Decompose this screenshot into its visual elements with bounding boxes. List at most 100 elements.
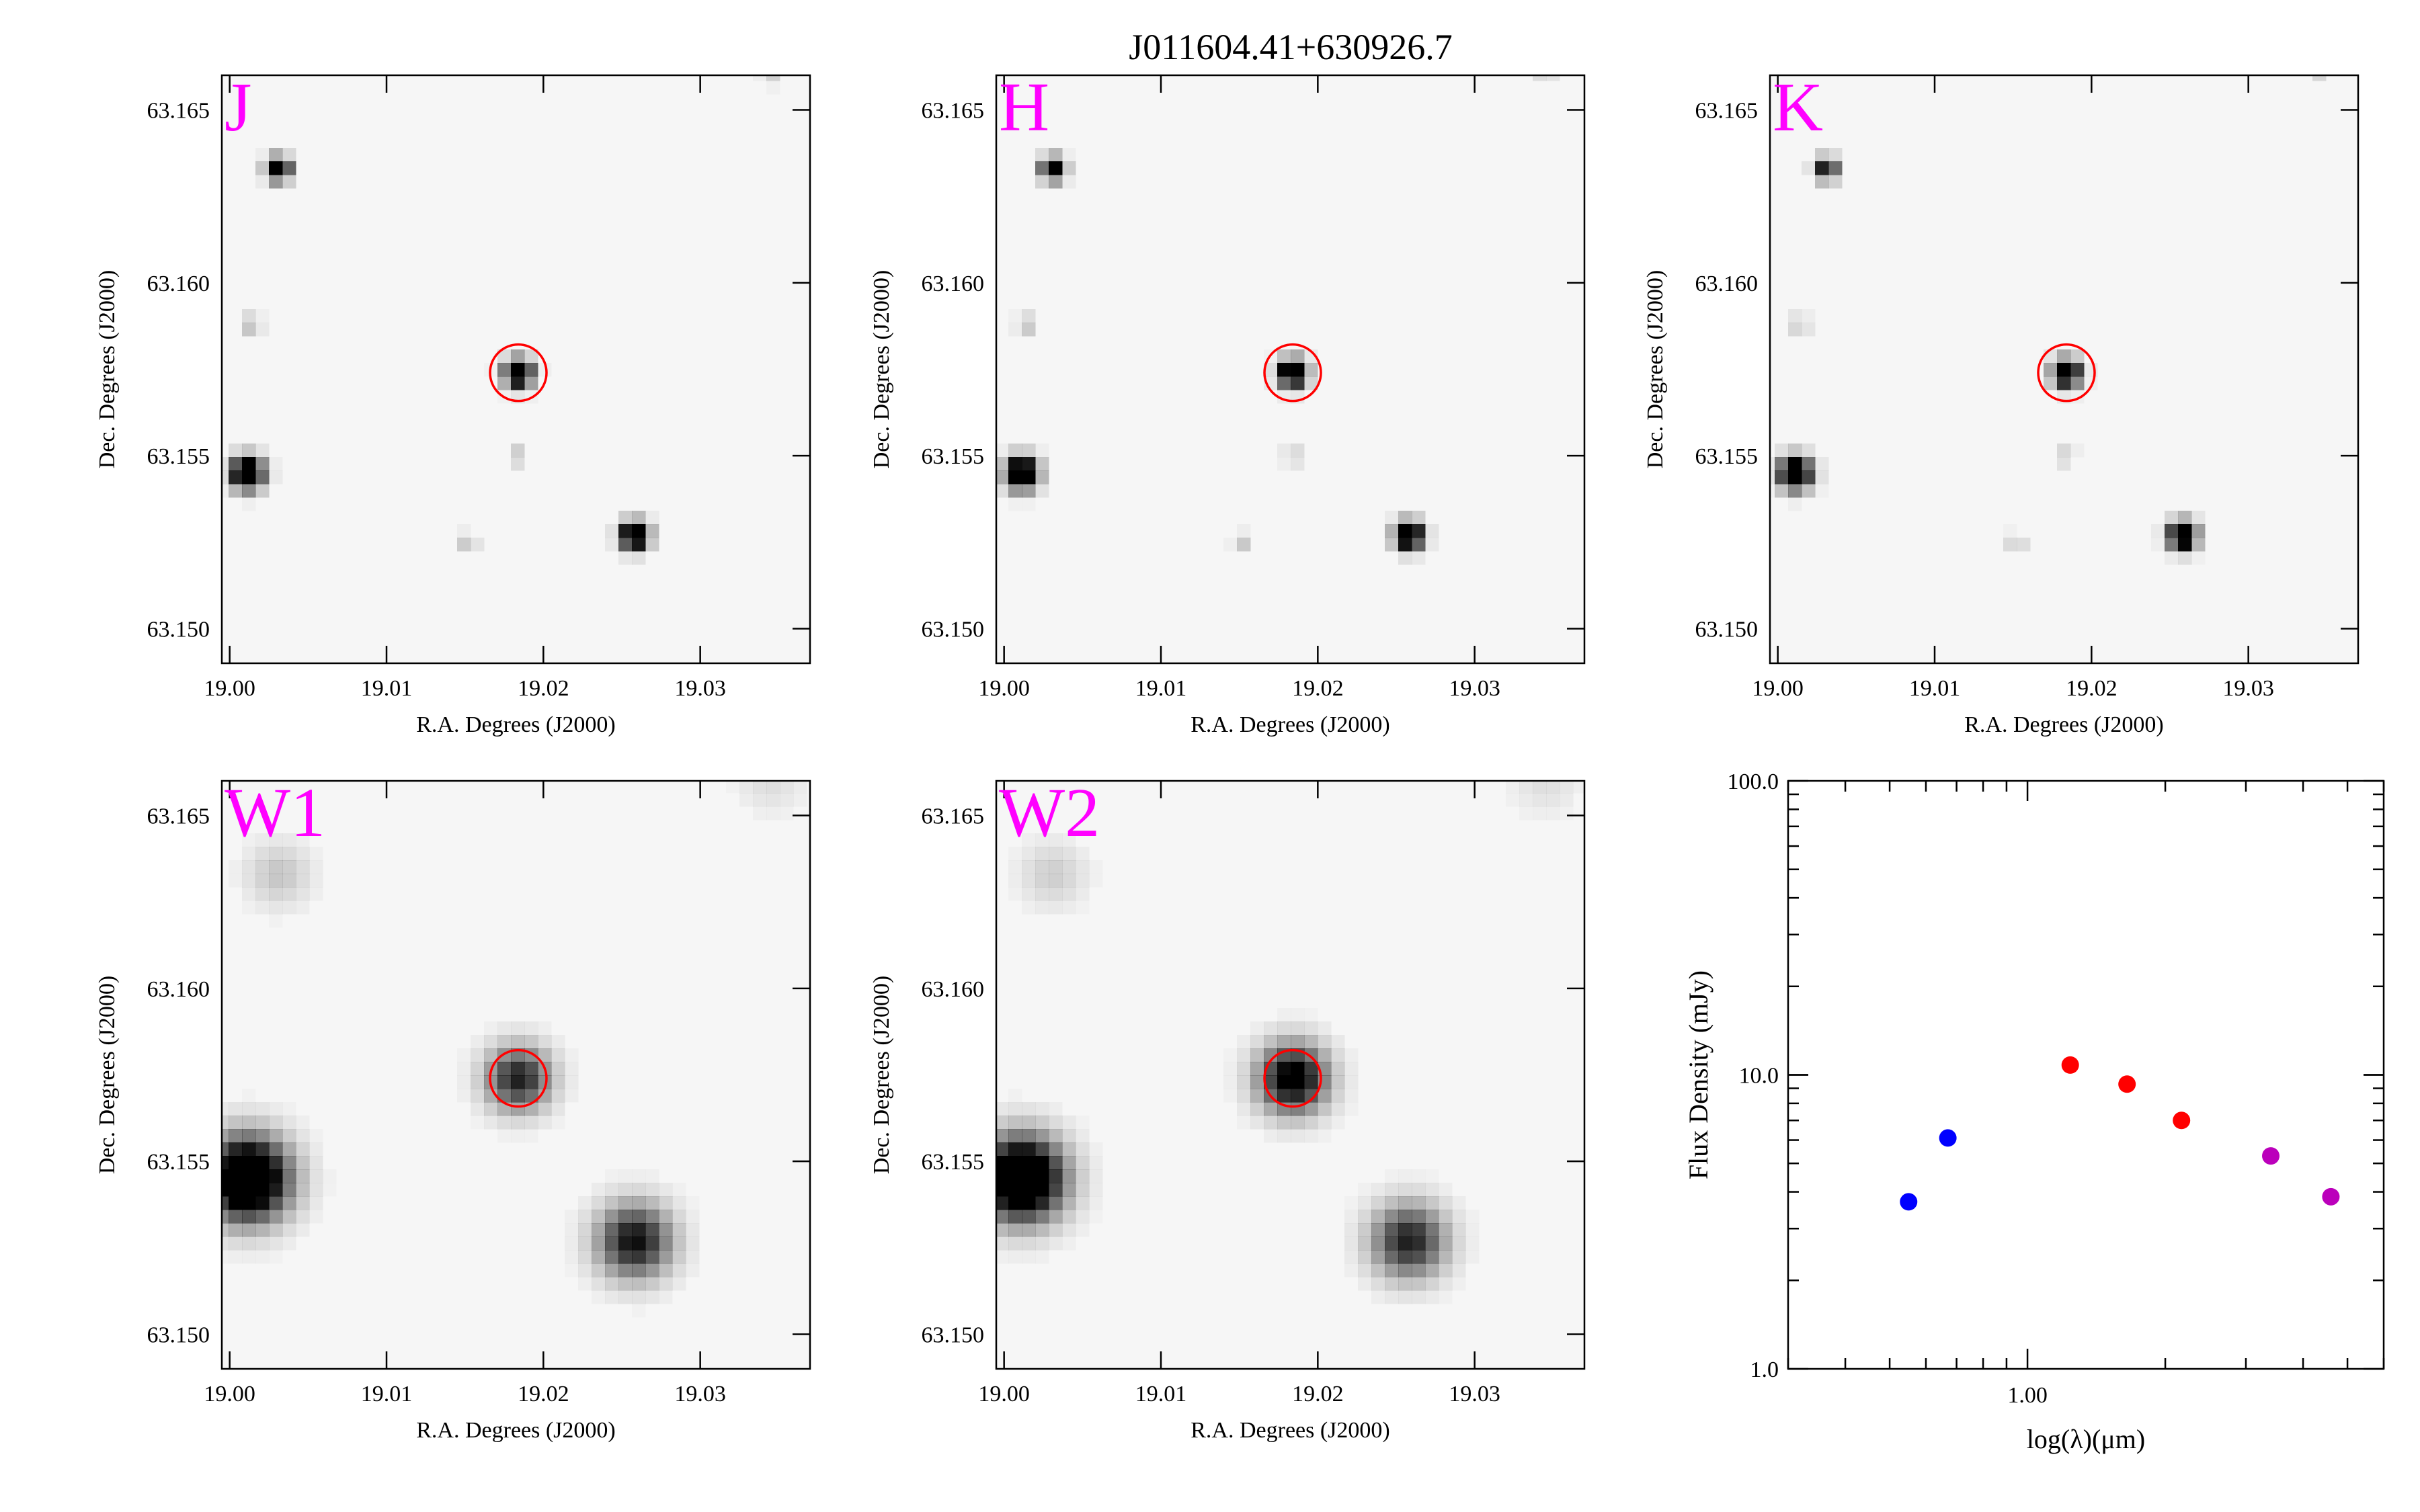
star (2057, 444, 2071, 471)
sed-point (2061, 1056, 2079, 1074)
sed-point (2322, 1187, 2340, 1206)
sed-point (1900, 1193, 1918, 1211)
target-circle (489, 1048, 548, 1108)
band-label: J (225, 69, 251, 146)
star (242, 833, 323, 915)
x-tick-label: 19.02 (1292, 676, 1344, 701)
y-tick-label: 63.160 (147, 977, 210, 1002)
target-circle (1263, 1048, 1322, 1108)
star (1035, 148, 1076, 189)
target-circle (2037, 343, 2096, 403)
star (739, 781, 794, 807)
x-tick-label: 19.03 (674, 1382, 726, 1406)
star (511, 444, 525, 471)
y-tick-label: 63.165 (922, 98, 985, 123)
figure-title: J011604.41+630926.7 (1129, 27, 1452, 67)
star-field (996, 781, 1574, 1304)
star (1344, 1183, 1466, 1304)
y-tick-label: 63.155 (1695, 444, 1759, 469)
y-tick-label: 63.160 (1695, 271, 1759, 296)
star (1533, 75, 1560, 81)
x-tick-label: 19.02 (518, 1382, 569, 1406)
panel-frame (995, 780, 1586, 1370)
star (457, 538, 485, 552)
star (1385, 511, 1439, 565)
x-axis-label: R.A. Degrees (J2000) (416, 712, 616, 737)
star-field (222, 781, 794, 1304)
sed-frame (1787, 780, 2385, 1370)
x-axis-label: R.A. Degrees (J2000) (416, 1418, 616, 1443)
sed-series-1 (2061, 1056, 2191, 1130)
x-tick-label: 19.01 (1135, 1382, 1187, 1406)
y-tick-label: 63.165 (147, 804, 210, 829)
star (1788, 309, 1816, 337)
star (2003, 538, 2031, 552)
star (2151, 511, 2206, 565)
x-tick-label: 19.03 (1449, 1382, 1500, 1406)
y-tick-label: 63.155 (922, 444, 985, 469)
y-tick-label: 63.165 (1695, 98, 1759, 123)
star (605, 511, 659, 565)
star (996, 444, 1049, 498)
y-tick-label: 63.165 (922, 804, 985, 829)
y-tick-label: 63.150 (922, 1323, 985, 1348)
x-tick-label: 19.00 (978, 1382, 1030, 1406)
x-tick-label: 19.03 (2222, 676, 2274, 701)
star (1237, 538, 1251, 552)
x-tick-label: 19.02 (2066, 676, 2118, 701)
star (1770, 444, 1829, 498)
sed-y-axis-label: Flux Density (mJy) (1683, 970, 1713, 1179)
star (255, 148, 296, 189)
y-tick-label: 63.150 (1695, 618, 1759, 642)
y-axis-label: Dec. Degrees (J2000) (1643, 270, 1668, 469)
x-tick-label: 19.02 (1292, 1382, 1344, 1406)
sed-point (2173, 1111, 2191, 1130)
y-tick-label: 63.155 (147, 1150, 210, 1175)
sed-series-0 (1900, 1129, 1957, 1211)
x-tick-label: 19.01 (1135, 676, 1187, 701)
star (497, 349, 538, 404)
y-axis-label: Dec. Degrees (J2000) (95, 270, 120, 469)
y-tick-label: 63.165 (147, 98, 210, 123)
star (457, 1021, 579, 1130)
star (1802, 148, 1843, 189)
x-tick-label: 19.03 (1449, 676, 1500, 701)
star (1008, 309, 1036, 337)
panel-frame (995, 74, 1586, 665)
y-tick-label: 63.160 (922, 271, 985, 296)
star (242, 309, 270, 337)
panel-h: 19.00 19.01 19.02 19.03 63.150 63.155 63.160 63… (869, 69, 1586, 737)
star (2312, 75, 2327, 81)
y-tick-label: 63.155 (147, 444, 210, 469)
x-tick-label: 19.00 (204, 676, 255, 701)
star (1519, 781, 1574, 807)
y-tick-label: 63.150 (922, 618, 985, 642)
band-label: W1 (225, 774, 325, 851)
star (222, 444, 283, 498)
y-tick-label: 63.150 (147, 1323, 210, 1348)
star (1237, 1021, 1359, 1143)
star (565, 1183, 700, 1304)
panel-k: 19.00 19.01 19.02 19.03 63.150 63.155 63.160 63… (1643, 69, 2360, 737)
star-field (1770, 75, 2327, 565)
x-axis-label: R.A. Degrees (J2000) (1964, 712, 2164, 737)
star (222, 1102, 323, 1251)
x-tick-label: 1.00 (2007, 1383, 2048, 1408)
image-panels: 19.00 19.01 19.02 19.03 63.150 63.155 63.160 63… (95, 69, 2360, 1443)
y-tick-label: 100.0 (1728, 769, 1779, 794)
x-axis-label: R.A. Degrees (J2000) (1191, 1418, 1390, 1443)
star (766, 75, 780, 81)
panel-w2: 19.00 19.01 19.02 19.03 63.150 63.155 63.160 63… (869, 774, 1586, 1443)
x-tick-label: 19.01 (361, 1382, 413, 1406)
star-field (222, 75, 780, 565)
sed-plot: 1.0 10.0 100.0 1.00 log(λ)(μm) Flux Density (… (1683, 769, 2385, 1454)
star (1022, 833, 1090, 915)
panel-w1: 19.00 19.01 19.02 19.03 63.150 63.155 63.160 63… (95, 774, 811, 1443)
panel-frame (1769, 74, 2360, 665)
sed-x-axis-label: log(λ)(μm) (2027, 1424, 2145, 1454)
star (996, 1102, 1103, 1251)
sed-point (1939, 1129, 1957, 1147)
sed-point (2118, 1075, 2136, 1093)
y-tick-label: 63.150 (147, 618, 210, 642)
band-label: H (999, 69, 1049, 146)
